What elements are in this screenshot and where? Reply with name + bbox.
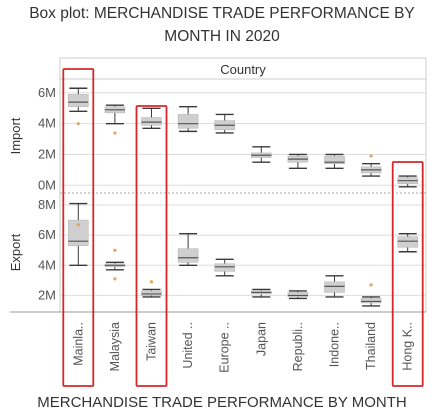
box-6 (287, 153, 309, 170)
highlight-mainla (62, 68, 95, 387)
box-7 (324, 153, 345, 170)
box-2 (141, 107, 162, 129)
category-label: Thailand (364, 322, 378, 370)
outlier-point (369, 283, 373, 287)
box-8 (360, 283, 382, 307)
box-4 (214, 113, 235, 134)
box-7 (324, 275, 345, 298)
category-label: Europe .. (218, 322, 232, 373)
box-8 (360, 154, 382, 177)
box-0 (68, 87, 89, 126)
outlier-point (76, 223, 80, 227)
y-tick-label: 4M (38, 116, 56, 131)
highlight-taiwan (135, 105, 168, 387)
highlight-boxes (62, 68, 424, 387)
box-3 (177, 106, 199, 133)
category-label: United .. (181, 322, 195, 369)
y-tick-label: 2M (38, 146, 56, 161)
iqr-box (360, 298, 382, 304)
row-label: Export (8, 233, 23, 271)
outlier-point (369, 154, 373, 158)
iqr-box (214, 263, 235, 272)
chart-title: Box plot: MERCHANDISE TRADE PERFORMANCE … (29, 5, 415, 45)
category-label: Taiwan (145, 322, 159, 361)
iqr-box (287, 292, 309, 298)
category-label: Japan (254, 322, 268, 356)
iqr-box (177, 114, 199, 129)
box-9 (397, 232, 418, 253)
row-label: Import (8, 117, 23, 154)
y-tick-label: 4M (38, 257, 56, 272)
outlier-point (113, 131, 117, 135)
chart-frame (10, 57, 427, 313)
category-label: Malaysia (108, 322, 122, 371)
iqr-box (324, 155, 345, 164)
outlier-point (113, 277, 117, 281)
box-5 (251, 146, 272, 163)
category-label: Mainla.. (71, 322, 85, 366)
y-tick-label: 2M (38, 287, 56, 302)
row-export: 2M 4M 6M 8M Export (8, 197, 426, 307)
y-tick-label: 6M (38, 227, 56, 242)
box-1 (104, 104, 126, 135)
row-import: 0M 2M 4M 6M Import (8, 85, 426, 192)
iqr-box (68, 219, 89, 246)
category-label: Hong K.. (401, 322, 415, 371)
category-labels: Mainla.. Malaysia Taiwan United .. Europe ..… (71, 322, 414, 373)
iqr-box (141, 117, 162, 126)
iqr-box (397, 236, 418, 248)
box-1 (104, 248, 126, 281)
category-label: Indone.. (328, 322, 342, 367)
box-6 (287, 290, 309, 300)
iqr-box (177, 248, 199, 263)
outlier-point (113, 248, 117, 252)
iqr-box (68, 94, 89, 107)
box-9 (397, 175, 418, 188)
highlight-hongk (391, 161, 424, 387)
box-5 (251, 288, 272, 298)
y-tick-label: 0M (38, 177, 56, 192)
category-label: Republi.. (291, 322, 305, 371)
outlier-point (149, 280, 154, 284)
box-3 (177, 232, 199, 267)
outlier-point (76, 122, 80, 126)
column-header: Country (220, 62, 266, 77)
iqr-box (141, 290, 162, 296)
y-tick-label: 8M (38, 197, 56, 212)
chart-rows: 0M 2M 4M 6M Import 2M 4M 6M 8M Export (8, 85, 426, 307)
box-0 (68, 202, 89, 267)
y-tick-label: 6M (38, 85, 56, 100)
box-2 (141, 280, 162, 298)
box-4 (214, 258, 235, 277)
iqr-box (324, 281, 345, 293)
chart-caption: MERCHANDISE TRADE PERFORMANCE BY MONTH (37, 394, 407, 411)
